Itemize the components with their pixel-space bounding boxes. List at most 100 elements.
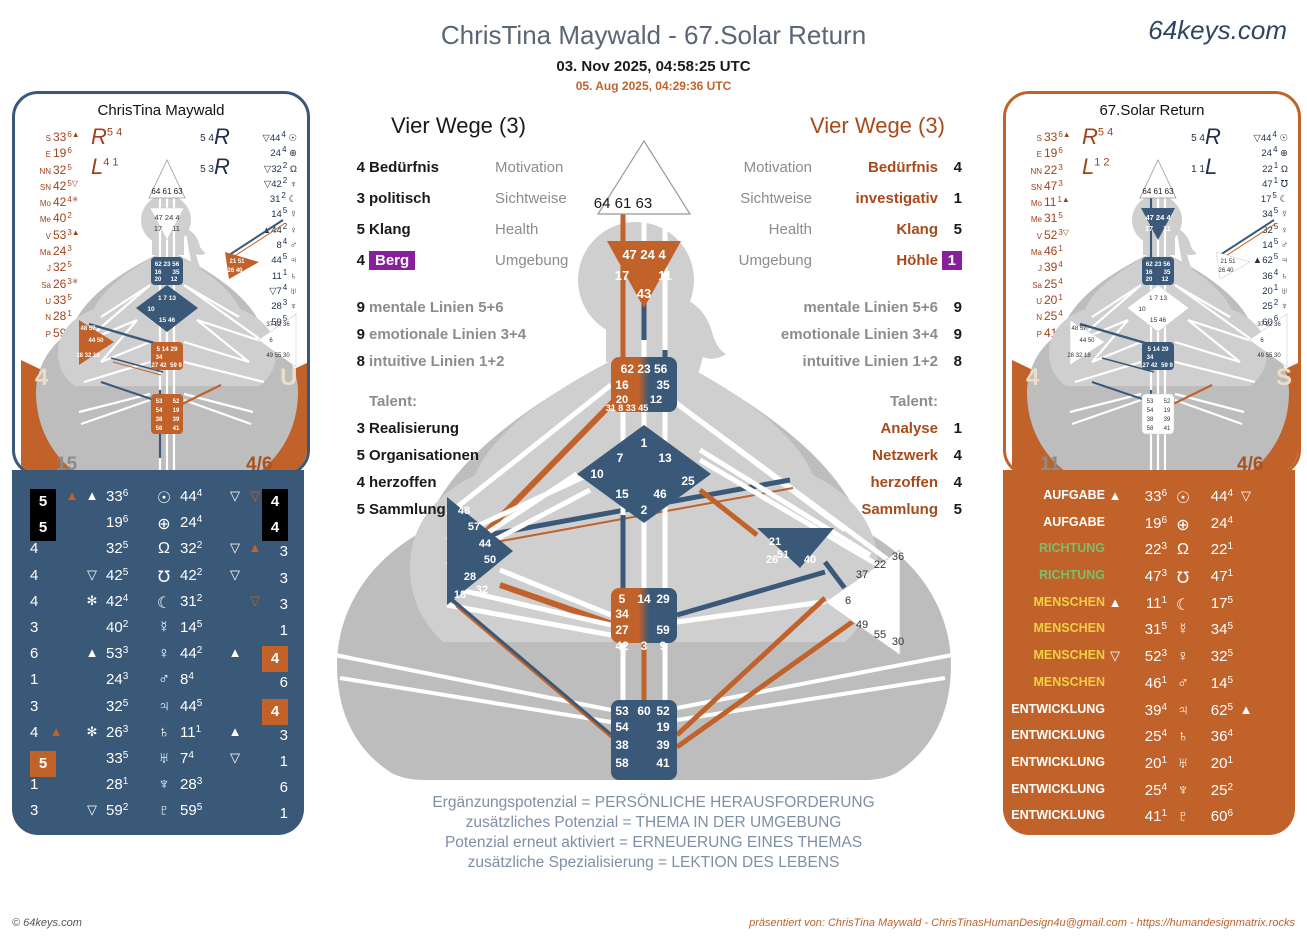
svg-text:17: 17 (1145, 224, 1153, 233)
svg-text:58: 58 (156, 426, 163, 432)
svg-text:28 32 18: 28 32 18 (76, 353, 100, 359)
svg-text:1 7 13: 1 7 13 (158, 295, 176, 302)
svg-text:54: 54 (1147, 408, 1154, 414)
svg-text:44: 44 (479, 538, 492, 550)
svg-text:13: 13 (658, 451, 672, 465)
svg-text:28 32 18: 28 32 18 (1067, 353, 1091, 359)
svg-text:29: 29 (656, 592, 670, 606)
svg-text:37: 37 (856, 569, 868, 581)
svg-text:41: 41 (173, 426, 180, 432)
svg-text:21: 21 (769, 536, 781, 548)
svg-text:64 61 63: 64 61 63 (1142, 187, 1174, 196)
svg-text:47 24 4: 47 24 4 (154, 213, 179, 222)
svg-text:50: 50 (484, 554, 496, 566)
svg-text:60: 60 (637, 704, 651, 718)
svg-text:19: 19 (1164, 408, 1171, 414)
svg-text:44 50: 44 50 (1079, 338, 1095, 344)
svg-text:27: 27 (615, 623, 629, 637)
svg-text:3: 3 (641, 639, 648, 653)
svg-text:34: 34 (156, 355, 163, 361)
svg-text:30: 30 (892, 636, 904, 648)
svg-text:20: 20 (616, 394, 628, 406)
svg-text:1 7 13: 1 7 13 (1149, 295, 1167, 302)
svg-text:11: 11 (1163, 224, 1171, 233)
svg-text:39: 39 (173, 417, 180, 423)
svg-text:49 55 30: 49 55 30 (1257, 353, 1281, 359)
svg-text:32: 32 (476, 584, 488, 596)
svg-text:64 61 63: 64 61 63 (151, 187, 183, 196)
svg-text:17: 17 (154, 224, 162, 233)
svg-text:59: 59 (656, 623, 670, 637)
svg-text:49 55 30: 49 55 30 (266, 353, 290, 359)
svg-text:10: 10 (1138, 306, 1146, 313)
svg-text:16: 16 (615, 378, 629, 392)
svg-text:17: 17 (615, 268, 629, 283)
svg-text:19: 19 (656, 720, 670, 734)
svg-text:48 57: 48 57 (80, 326, 96, 332)
svg-text:40: 40 (804, 554, 816, 566)
svg-text:62 23 56: 62 23 56 (155, 261, 180, 268)
svg-text:16: 16 (1145, 269, 1153, 276)
svg-text:54: 54 (615, 720, 629, 734)
svg-text:12: 12 (650, 394, 662, 406)
svg-text:38: 38 (1147, 417, 1154, 423)
svg-text:11: 11 (658, 268, 672, 283)
svg-text:36: 36 (892, 551, 904, 563)
svg-text:21 51: 21 51 (1220, 259, 1236, 265)
svg-text:S: S (1276, 364, 1292, 391)
svg-text:52: 52 (173, 399, 180, 405)
svg-text:42: 42 (615, 639, 629, 653)
svg-text:5 14 29: 5 14 29 (156, 346, 178, 353)
svg-text:31 8 33 45: 31 8 33 45 (606, 403, 649, 413)
svg-text:52: 52 (656, 704, 670, 718)
svg-text:52: 52 (1164, 399, 1171, 405)
svg-text:38: 38 (615, 738, 629, 752)
svg-text:12: 12 (1162, 277, 1169, 283)
svg-text:62 23 56: 62 23 56 (1146, 261, 1171, 268)
svg-text:27 42: 27 42 (1142, 363, 1158, 369)
svg-text:39: 39 (1164, 417, 1171, 423)
svg-text:26 40: 26 40 (227, 268, 243, 274)
svg-text:43: 43 (637, 286, 651, 301)
svg-text:47 24 4: 47 24 4 (1145, 213, 1171, 222)
svg-text:19: 19 (173, 408, 180, 414)
svg-text:49: 49 (856, 619, 868, 631)
svg-text:5 14 29: 5 14 29 (1147, 346, 1169, 353)
svg-text:34: 34 (1147, 355, 1154, 361)
svg-text:58: 58 (1147, 426, 1154, 432)
svg-text:16: 16 (154, 269, 162, 276)
svg-text:28: 28 (464, 571, 476, 583)
svg-text:27 42: 27 42 (151, 363, 167, 369)
svg-text:35: 35 (1163, 269, 1171, 276)
svg-text:5: 5 (619, 592, 626, 606)
svg-text:6: 6 (845, 595, 851, 607)
svg-text:41: 41 (1164, 426, 1171, 432)
svg-text:35: 35 (172, 269, 180, 276)
svg-text:53: 53 (615, 704, 629, 718)
svg-text:46: 46 (653, 487, 667, 501)
svg-text:53: 53 (156, 399, 163, 405)
svg-text:62 23 56: 62 23 56 (621, 362, 668, 376)
svg-text:15 46: 15 46 (1150, 317, 1167, 324)
svg-text:21 51: 21 51 (229, 259, 245, 265)
svg-text:20: 20 (1146, 277, 1153, 283)
svg-text:47 24 4: 47 24 4 (622, 247, 666, 262)
svg-text:35: 35 (656, 378, 670, 392)
svg-text:7: 7 (617, 451, 624, 465)
svg-text:18: 18 (454, 589, 466, 601)
svg-text:22: 22 (874, 559, 886, 571)
svg-text:59 9: 59 9 (1161, 363, 1173, 369)
svg-text:4: 4 (1026, 364, 1040, 391)
svg-text:14: 14 (637, 592, 651, 606)
svg-text:26 40: 26 40 (1218, 268, 1234, 274)
svg-text:10: 10 (147, 306, 155, 313)
svg-text:51: 51 (777, 549, 789, 561)
svg-text:44 50: 44 50 (88, 338, 104, 344)
svg-text:58: 58 (615, 756, 629, 770)
svg-text:54: 54 (156, 408, 163, 414)
svg-text:39: 39 (656, 738, 670, 752)
svg-text:59 9: 59 9 (170, 363, 182, 369)
svg-text:12: 12 (171, 277, 178, 283)
svg-text:37 22 36: 37 22 36 (1257, 322, 1281, 328)
svg-text:41: 41 (656, 756, 670, 770)
